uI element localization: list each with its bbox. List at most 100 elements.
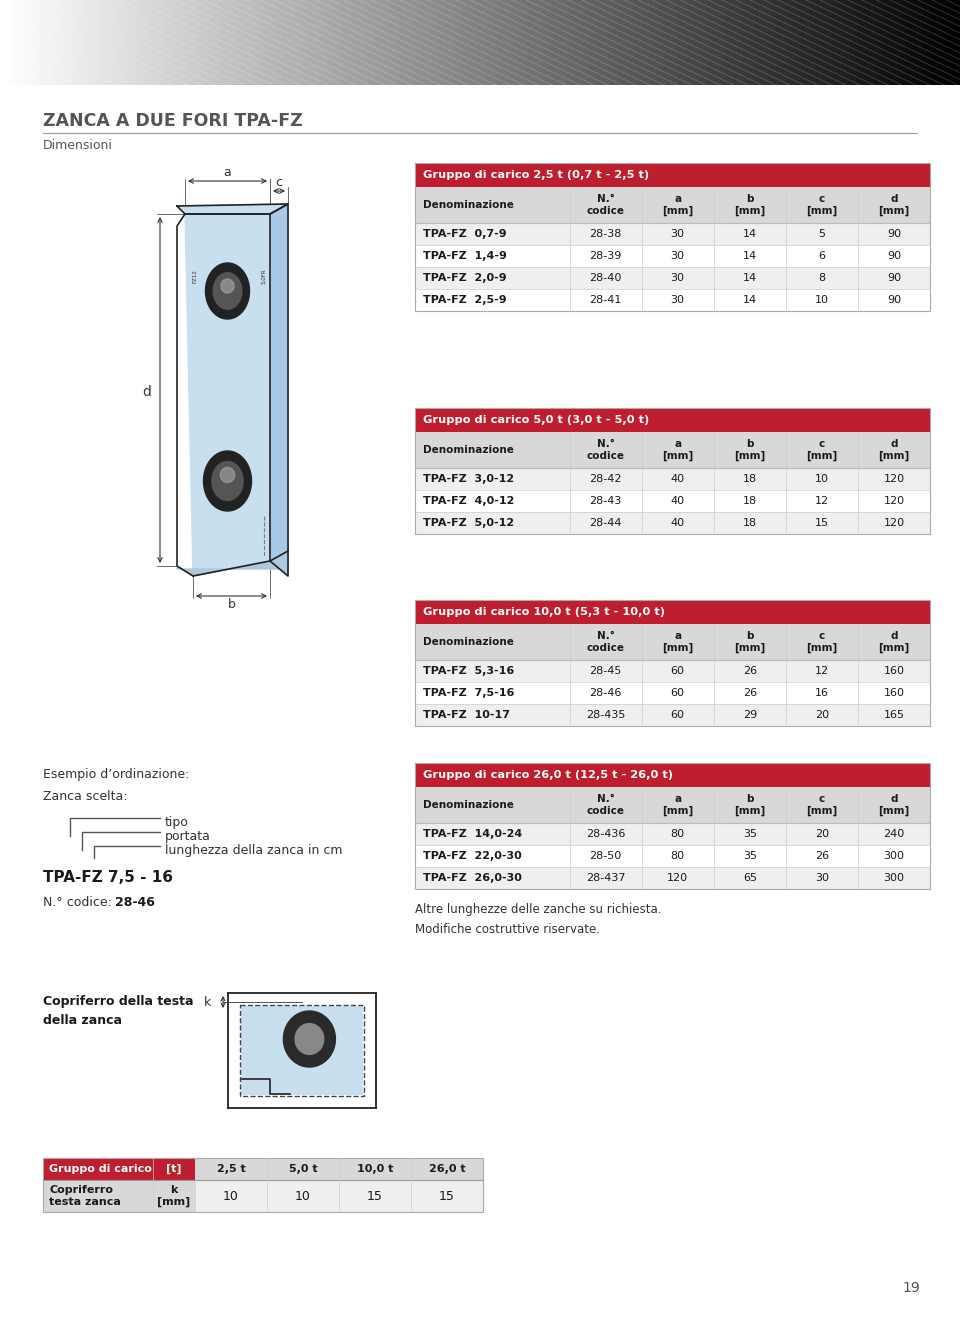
Text: 15: 15: [367, 1189, 383, 1202]
Text: TPA-FZ  5,0-12: TPA-FZ 5,0-12: [423, 518, 515, 528]
Polygon shape: [177, 551, 288, 576]
Bar: [415, 468, 930, 490]
Bar: [415, 823, 930, 846]
Text: d: d: [143, 386, 152, 399]
Text: d
[mm]: d [mm]: [878, 439, 909, 461]
Text: a: a: [224, 166, 231, 179]
Text: 28-41: 28-41: [589, 295, 622, 306]
Text: 26,0 t: 26,0 t: [429, 1164, 466, 1173]
Polygon shape: [177, 204, 288, 213]
Text: FZ12: FZ12: [193, 269, 198, 283]
Polygon shape: [270, 204, 288, 576]
Text: Zanca scelta:: Zanca scelta:: [43, 790, 128, 803]
Text: 90: 90: [887, 273, 901, 283]
Text: 14: 14: [743, 252, 756, 261]
Text: Copriferro
testa zanca: Copriferro testa zanca: [49, 1185, 121, 1206]
Text: k: k: [204, 996, 211, 1009]
Text: 120: 120: [883, 474, 904, 485]
Bar: [339, 1180, 411, 1212]
Text: 5,0 t: 5,0 t: [289, 1164, 318, 1173]
Bar: [415, 223, 930, 245]
Text: 28-39: 28-39: [589, 252, 622, 261]
Text: 15: 15: [439, 1189, 455, 1202]
Polygon shape: [221, 279, 234, 292]
Text: 10: 10: [223, 1189, 239, 1202]
Text: d
[mm]: d [mm]: [878, 194, 909, 216]
Text: 30: 30: [815, 873, 828, 882]
Text: TPA-FZ  1,4-9: TPA-FZ 1,4-9: [423, 252, 507, 261]
Text: b
[mm]: b [mm]: [734, 194, 765, 216]
Text: 300: 300: [883, 873, 904, 882]
Text: c: c: [276, 176, 282, 190]
Text: 160: 160: [883, 687, 904, 698]
Text: Gruppo di carico 10,0 t (5,3 t - 10,0 t): Gruppo di carico 10,0 t (5,3 t - 10,0 t): [423, 607, 665, 616]
Text: Gruppo di carico 5,0 t (3,0 t - 5,0 t): Gruppo di carico 5,0 t (3,0 t - 5,0 t): [423, 415, 649, 425]
Text: 26: 26: [743, 687, 756, 698]
Text: 14: 14: [743, 273, 756, 283]
Text: 35: 35: [743, 851, 756, 861]
Text: 40: 40: [671, 497, 684, 506]
Text: 165: 165: [883, 710, 904, 720]
Bar: [153, 1180, 195, 1212]
Text: TPA-FZ  2,0-9: TPA-FZ 2,0-9: [423, 273, 507, 283]
Bar: [153, 1158, 195, 1180]
Text: 28-436: 28-436: [586, 828, 625, 839]
Text: d
[mm]: d [mm]: [878, 631, 909, 653]
Text: Esempio d’ordinazione:: Esempio d’ordinazione:: [43, 768, 189, 781]
Text: 28-42: 28-42: [589, 474, 622, 485]
Text: b
[mm]: b [mm]: [734, 439, 765, 461]
Bar: [195, 1180, 267, 1212]
Text: TPA-FZ  7,5-16: TPA-FZ 7,5-16: [423, 687, 515, 698]
Text: 65: 65: [743, 873, 756, 882]
Text: k
[mm]: k [mm]: [157, 1185, 191, 1206]
Text: b
[mm]: b [mm]: [734, 631, 765, 653]
Text: N.°
codice: N.° codice: [587, 194, 625, 216]
Text: TPA-FZ  10-17: TPA-FZ 10-17: [423, 710, 510, 720]
Text: TPA-FZ  14,0-24: TPA-FZ 14,0-24: [423, 828, 522, 839]
Text: 28-46: 28-46: [115, 896, 155, 909]
Text: TPA-FZ  3,0-12: TPA-FZ 3,0-12: [423, 474, 515, 485]
Bar: [415, 601, 930, 624]
Text: b: b: [228, 598, 235, 611]
Polygon shape: [212, 461, 243, 500]
Bar: [267, 1158, 339, 1180]
Bar: [411, 1180, 483, 1212]
Text: TPA-FZ 7,5 - 16: TPA-FZ 7,5 - 16: [43, 871, 173, 885]
Text: 240: 240: [883, 828, 904, 839]
Bar: [411, 1158, 483, 1180]
Polygon shape: [295, 1023, 324, 1055]
Text: 160: 160: [883, 666, 904, 676]
Text: TPA-FZ  26,0-30: TPA-FZ 26,0-30: [423, 873, 522, 882]
Bar: [415, 763, 930, 788]
Bar: [241, 1006, 363, 1094]
Text: Denominazione: Denominazione: [423, 445, 514, 454]
Text: N.° codice:: N.° codice:: [43, 896, 116, 909]
Bar: [339, 1158, 411, 1180]
Text: Altre lunghezze delle zanche su richiesta.
Modifiche costruttive riservate.: Altre lunghezze delle zanche su richiest…: [415, 903, 661, 936]
Bar: [415, 490, 930, 512]
Text: 10: 10: [295, 1189, 311, 1202]
Text: 14: 14: [743, 295, 756, 306]
Text: Denominazione: Denominazione: [423, 799, 514, 810]
Bar: [415, 408, 930, 533]
Text: 30: 30: [671, 273, 684, 283]
Text: portata: portata: [165, 830, 211, 843]
Text: 26: 26: [743, 666, 756, 676]
Text: 40: 40: [671, 474, 684, 485]
Text: 40: 40: [671, 518, 684, 528]
Text: a
[mm]: a [mm]: [662, 194, 693, 216]
Text: TPA-FZ  0,7-9: TPA-FZ 0,7-9: [423, 229, 507, 238]
Bar: [415, 432, 930, 468]
Bar: [43, 1158, 483, 1212]
Text: TPA-FZ  4,0-12: TPA-FZ 4,0-12: [423, 497, 515, 506]
Text: ZANCA A DUE FORI TPA-FZ: ZANCA A DUE FORI TPA-FZ: [43, 112, 302, 130]
Text: 5,0FR: 5,0FR: [261, 269, 267, 283]
Text: 120: 120: [883, 497, 904, 506]
Bar: [415, 288, 930, 311]
Text: a
[mm]: a [mm]: [662, 439, 693, 461]
Polygon shape: [185, 213, 270, 576]
Bar: [267, 1180, 339, 1212]
Text: 28-45: 28-45: [589, 666, 622, 676]
Bar: [195, 1158, 267, 1180]
Text: 90: 90: [887, 229, 901, 238]
